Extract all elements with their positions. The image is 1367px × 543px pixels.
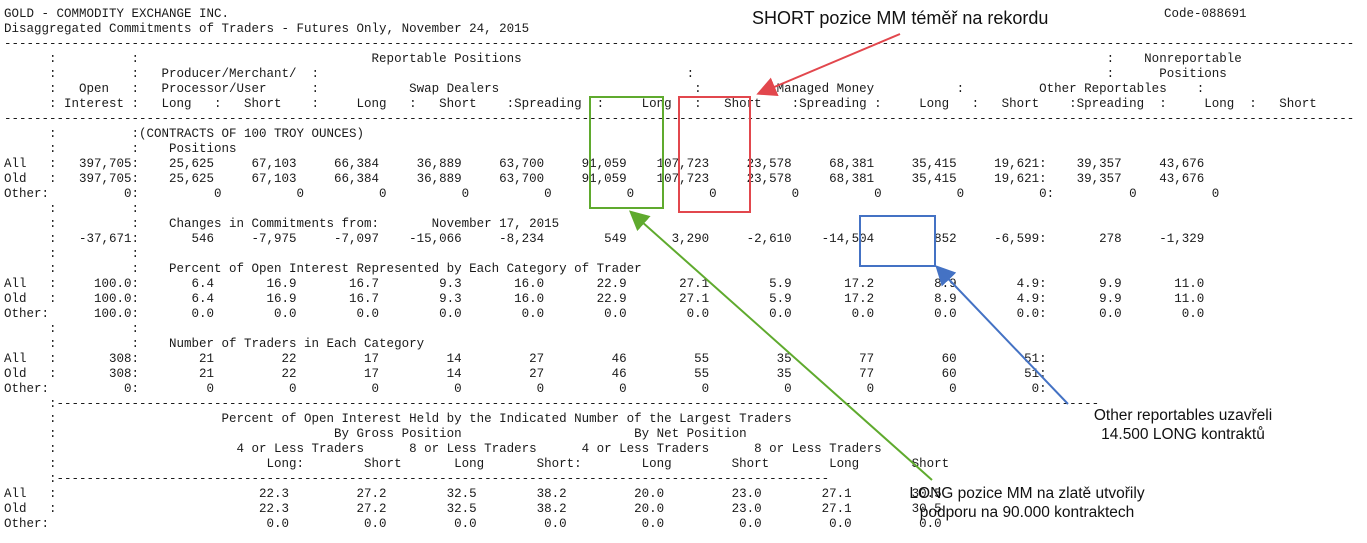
report-line: All : 22.3 27.2 32.5 38.2 20.0 23.0 27.1… (4, 487, 942, 501)
report-line: Other: 0.0 0.0 0.0 0.0 0.0 0.0 0.0 0.0 (4, 517, 942, 531)
managed-money-long-highlight (589, 96, 664, 209)
report-line: Old : 397,705: 25,625 67,103 66,384 36,8… (4, 172, 1205, 186)
other-reportables-change-highlight (859, 215, 936, 267)
long-callout-line2: podporu na 90.000 kontraktech (919, 504, 1135, 521)
report-line: Old : 308: 21 22 17 14 27 46 55 35 77 60… (4, 367, 1047, 381)
report-line: : Percent of Open Interest Held by the I… (4, 412, 792, 426)
report-line: Other: 0: 0 0 0 0 0 0 0 0 0 0 0: 0 0 (4, 187, 1220, 201)
contract-code: Code-088691 (1164, 7, 1247, 21)
report-line: ----------------------------------------… (4, 37, 1355, 51)
report-line: : Long: Short Long Short: Long Short Lon… (4, 457, 950, 471)
report-line: : -37,671: 546 -7,975 -7,097 -15,066 -8,… (4, 232, 1205, 246)
report-line: : : Reportable Positions : Nonreportable (4, 52, 1242, 66)
other-reportables-callout: Other reportables uzavřeli 14.500 LONG k… (1060, 406, 1306, 444)
report-line: :---------------------------------------… (4, 472, 830, 486)
long-callout: LONG pozice MM na zlatě utvořily podporu… (872, 484, 1182, 522)
report-line: : Interest : Long : Short : Long : Short… (4, 97, 1317, 111)
other-callout-line2: 14.500 LONG kontraktů (1101, 426, 1265, 443)
report-line: : : Number of Traders in Each Category (4, 337, 425, 351)
report-line: : 4 or Less Traders 8 or Less Traders 4 … (4, 442, 882, 456)
report-title: GOLD - COMMODITY EXCHANGE INC. (4, 7, 230, 21)
report-line: : : Percent of Open Interest Represented… (4, 262, 642, 276)
report-line: : : Positions (4, 142, 237, 156)
long-callout-line1: LONG pozice MM na zlatě utvořily (909, 485, 1145, 502)
report-line: : : Producer/Merchant/ : : : Positions (4, 67, 1227, 81)
report-line: All : 397,705: 25,625 67,103 66,384 36,8… (4, 157, 1205, 171)
short-arrow (756, 33, 901, 97)
cot-report-table: ----------------------------------------… (4, 37, 1354, 532)
report-line: : : Changes in Commitments from: Novembe… (4, 217, 560, 231)
report-line: :---------------------------------------… (4, 397, 1100, 411)
report-line: Old : 100.0: 6.4 16.9 16.7 9.3 16.0 22.9… (4, 292, 1205, 306)
other-callout-line1: Other reportables uzavřeli (1093, 407, 1273, 424)
report-line: : By Gross Position By Net Position (4, 427, 747, 441)
report-line: : : (4, 322, 140, 336)
report-line: : : (4, 202, 140, 216)
managed-money-short-highlight (678, 96, 751, 213)
report-line: All : 308: 21 22 17 14 27 46 55 35 77 60… (4, 352, 1047, 366)
report-subtitle: Disaggregated Commitments of Traders - F… (4, 22, 530, 36)
report-line: Other: 100.0: 0.0 0.0 0.0 0.0 0.0 0.0 0.… (4, 307, 1205, 321)
other-arrow (935, 265, 1069, 405)
report-line: : : (4, 247, 140, 261)
report-line: Other: 0: 0 0 0 0 0 0 0 0 0 0 0: (4, 382, 1047, 396)
report-line: All : 100.0: 6.4 16.9 16.7 9.3 16.0 22.9… (4, 277, 1205, 291)
report-line: Old : 22.3 27.2 32.5 38.2 20.0 23.0 27.1… (4, 502, 942, 516)
report-line: : Open : Processor/User : Swap Dealers :… (4, 82, 1205, 96)
report-line: : :(CONTRACTS OF 100 TROY OUNCES) (4, 127, 365, 141)
short-callout: SHORT pozice MM téměř na rekordu (752, 8, 1049, 28)
long-arrow (629, 210, 933, 481)
